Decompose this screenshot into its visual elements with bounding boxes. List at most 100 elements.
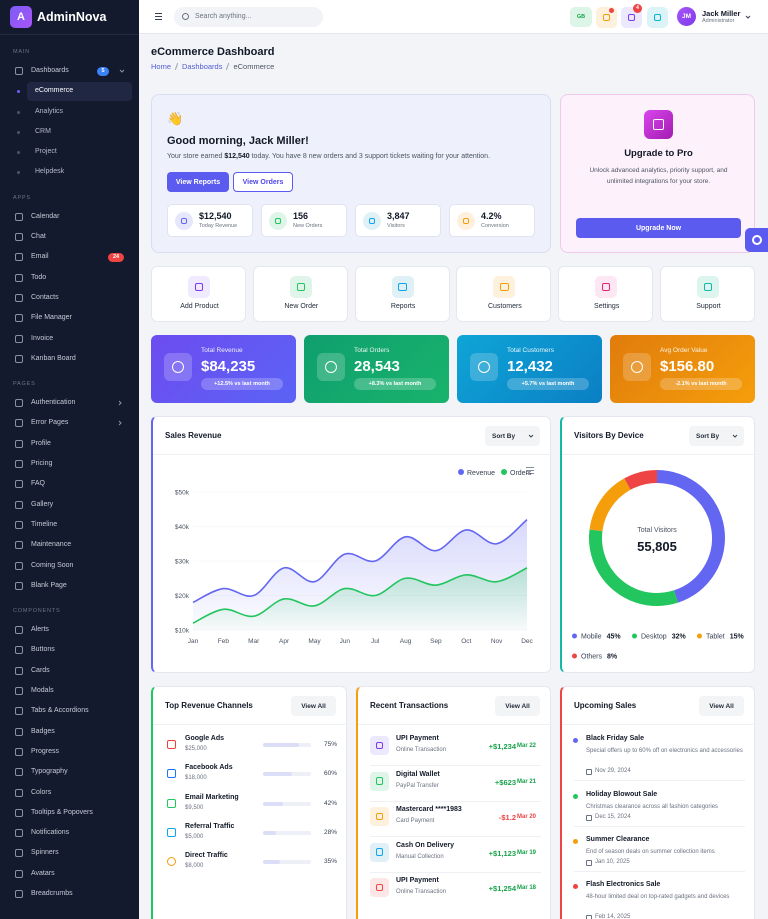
menu-item[interactable]: FAQ [0,474,139,494]
menu-item[interactable]: Pricing [0,454,139,474]
view-all-button[interactable]: View All [699,696,744,716]
menu-item[interactable]: Colors [0,783,139,803]
channel-icon [167,857,176,867]
menu-item[interactable]: Calendar [0,207,139,227]
transaction-amount: +$1,254 [488,884,516,893]
quick-action[interactable]: New Order [252,266,348,322]
submenu-label: eCommerce [35,87,74,95]
language-button[interactable]: GB [570,7,592,27]
transaction-date: Mar 20 [517,814,537,820]
breadcrumb-item[interactable]: Dashboards [182,61,223,71]
secondary-button[interactable]: View Orders [233,172,293,192]
submenu-label: Project [35,148,57,156]
quick-action[interactable]: Add Product [151,266,246,322]
menu-item[interactable]: Badges [0,722,139,742]
quick-action[interactable]: Settings [558,266,654,322]
sort-dropdown[interactable]: Sort By [689,426,744,446]
submenu-item[interactable]: eCommerce [0,81,139,101]
view-all-button[interactable]: View All [291,696,336,716]
menu-item[interactable]: Progress [0,742,139,762]
menu-item[interactable]: Invoice [0,329,139,349]
quick-action[interactable]: Reports [354,266,450,322]
menu-item[interactable]: Contacts [0,288,139,308]
settings-fab[interactable] [745,228,768,252]
submenu-item[interactable]: CRM [0,122,139,142]
menu-item[interactable]: Tabs & Accordions [0,701,139,721]
menu-item[interactable]: Chat [0,227,139,247]
chevron [732,434,738,438]
mini-stat-value: $12,540 [199,211,232,221]
sale-dot [573,738,578,743]
progress-bar [263,830,277,835]
menu-item[interactable]: Error Pages [0,413,139,433]
submenu-item[interactable]: Project [0,142,139,162]
upgrade-button[interactable]: Upgrade Now [576,218,741,238]
menu-badge: 24 [108,253,124,263]
menu-item[interactable]: Authentication [0,393,139,413]
menu-item[interactable]: Alerts [0,620,139,640]
menu-item[interactable]: Tooltips & Popovers [0,803,139,823]
card-divider [153,454,553,455]
chevron-icon [119,69,125,73]
menu-item[interactable]: Kanban Board [0,349,139,369]
menu-item[interactable]: Timeline [0,515,139,535]
breadcrumb-item[interactable]: Home [151,61,172,71]
stat-label: Total Orders [354,347,390,354]
mini-stat: 156 New Orders [261,204,347,237]
menu-icon [15,293,23,302]
submenu-label: CRM [35,127,51,135]
user-name: Jack Miller [702,9,741,18]
stat-icon [164,353,192,381]
menu-item[interactable]: Todo [0,268,139,288]
menu-toggle[interactable] [155,13,162,20]
menu-item[interactable]: Buttons [0,640,139,660]
icon-glyph [703,282,713,292]
menu-icon [15,869,23,878]
menu-item[interactable]: Gallery [0,495,139,515]
sale-dot [573,839,578,844]
icon-box [457,212,475,230]
primary-button[interactable]: View Reports [167,172,229,192]
icon-glyph [296,282,305,292]
menu-item[interactable]: Maintenance [0,535,139,555]
menu-item[interactable]: Notifications [0,823,139,843]
menu-item[interactable]: Typography [0,762,139,782]
breadcrumb-separator [174,62,179,70]
menu-item[interactable]: Cards [0,661,139,681]
quick-action[interactable]: Support [660,266,755,322]
menu-item[interactable]: Avatars [0,864,139,884]
search-box[interactable]: Search anything... [174,7,323,27]
icon-box [289,276,312,298]
fullscreen-button[interactable] [647,7,668,28]
card-title: Top Revenue Channels [165,701,253,710]
stat-change: -2.1% vs last month [660,378,742,390]
menu-item[interactable]: Profile [0,434,139,454]
transaction-date: Mar 18 [517,885,537,891]
notifications-button[interactable] [596,7,617,28]
menu-item[interactable]: File Manager [0,308,139,328]
messages-button[interactable]: 4 [621,4,642,28]
sort-dropdown[interactable]: Sort By [485,426,540,446]
transaction-amount: +$1,234 [488,742,516,751]
menu-item[interactable]: Modals [0,681,139,701]
view-all-button[interactable]: View All [495,696,540,716]
row-divider [574,826,745,827]
quick-action[interactable]: Customers [456,266,552,322]
sale-description: End of season deals on summer collection… [586,849,715,855]
submenu-item[interactable]: Analytics [0,102,139,122]
submenu-item[interactable]: Helpdesk [0,162,139,182]
stat-value: $84,235 [201,358,256,375]
user-role: Administrator [702,18,735,24]
user-avatar[interactable]: JM [677,7,696,26]
menu-item[interactable]: Blank Page [0,576,139,596]
menu-toggle-line [155,13,162,14]
menu-item[interactable]: Spinners [0,843,139,863]
menu-label: Profile [31,439,51,447]
menu-item[interactable]: Breadcrumbs [0,884,139,904]
mini-stat-label: Visitors [387,223,405,229]
menu-label: Todo [31,273,47,281]
menu-item[interactable]: Coming Soon [0,556,139,576]
channel-percent: 28% [323,828,337,836]
menu-item[interactable]: Dashboards 5 [0,61,139,81]
menu-item[interactable]: Email 24 [0,247,139,267]
